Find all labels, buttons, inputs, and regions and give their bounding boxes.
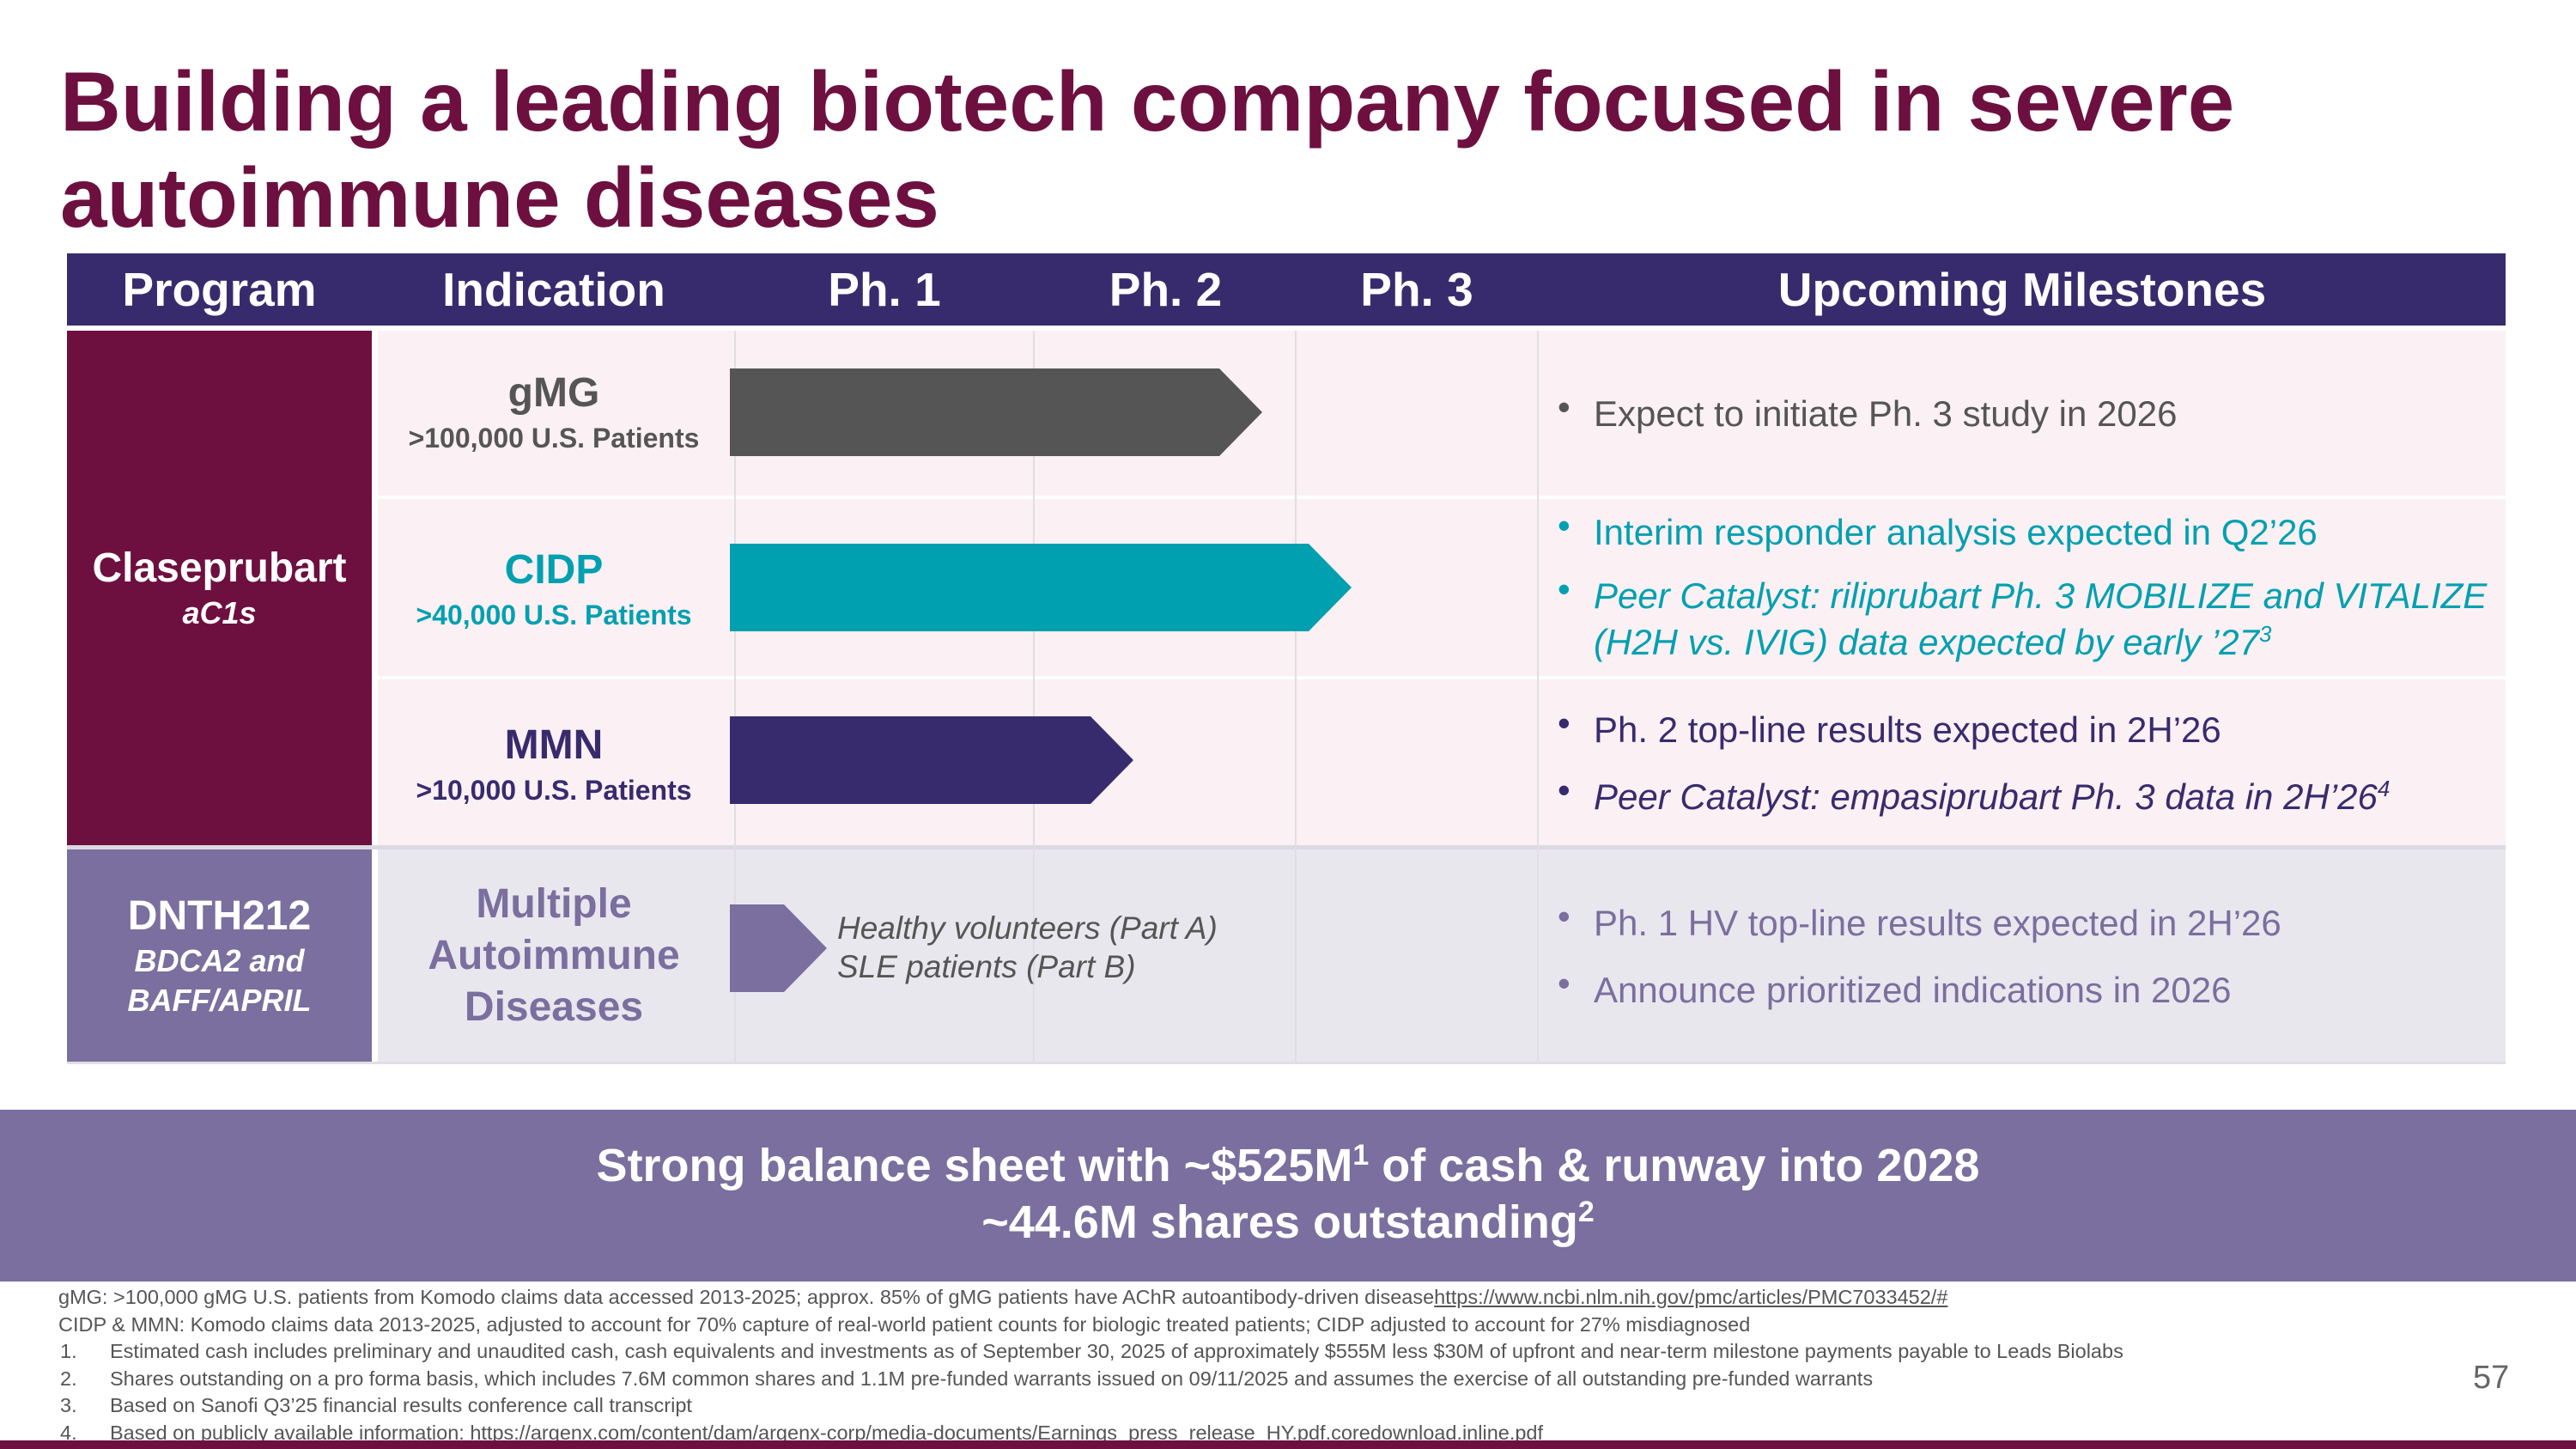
progress-bar-cidp	[730, 544, 1352, 631]
indication-name: Multiple Autoimmune Diseases	[428, 881, 680, 1030]
program-target: BDCA2 and BAFF/APRIL	[127, 942, 312, 1018]
banner-text: of cash & runway into 2028	[1369, 1140, 1980, 1191]
milestone-text: Interim responder analysis expected in Q…	[1594, 512, 2318, 552]
milestone-item: • Peer Catalyst: riliprubart Ph. 3 MOBILI…	[1554, 569, 2507, 666]
footnote-line: 4. Based on publicly available informatio…	[58, 1420, 2463, 1447]
footnote-number: 4.	[60, 1421, 77, 1444]
footnote-line: 2. Shares outstanding on a pro forma basi…	[58, 1366, 2463, 1393]
footnote-text: Based on Sanofi Q3’25 financial results …	[110, 1394, 692, 1416]
milestone-text: Peer Catalyst: riliprubart Ph. 3 MOBILIZ…	[1594, 575, 2488, 662]
indication-patients: >10,000 U.S. Patients	[416, 775, 692, 806]
milestone-item: • Announce prioritized indications in 202…	[1554, 963, 2507, 1014]
footnote-link[interactable]: https://argenx.com/content/dam/argenx-co…	[470, 1421, 1544, 1444]
indication-name: MMN	[504, 722, 604, 768]
footnote-ref: 3	[2259, 621, 2272, 647]
footnote-ref: 2	[1577, 1196, 1595, 1228]
table-bottom-line	[67, 1062, 2506, 1064]
footnote-line: 1. Estimated cash includes preliminary an…	[58, 1338, 2463, 1366]
banner-text: Strong balance sheet with ~$525M	[596, 1140, 1353, 1191]
indication-name: gMG	[507, 370, 600, 416]
bullet-icon: •	[1558, 505, 1571, 545]
footnote-ref: 4	[2377, 776, 2391, 801]
milestone-item: • Ph. 2 top-line results expected in 2H’2…	[1554, 703, 2507, 753]
footnote-text: Based on publicly available information:	[110, 1421, 471, 1444]
row-divider	[67, 845, 2506, 849]
program-claseprubart: Claseprubart aC1s	[67, 331, 372, 845]
progress-bar-mmn	[730, 716, 1133, 804]
indication-patients: >40,000 U.S. Patients	[416, 600, 692, 630]
table-header	[67, 253, 2506, 326]
footnote-line: CIDP & MMN: Komodo claims data 2013-2025…	[58, 1312, 2463, 1339]
footnote-text: gMG: >100,000 gMG U.S. patients from Kom…	[58, 1286, 1435, 1308]
bullet-icon: •	[1558, 569, 1571, 609]
header-indication: Indication	[442, 263, 665, 316]
milestones-gmg: • Expect to initiate Ph. 3 study in 2026	[1554, 387, 2507, 458]
banner-text: ~44.6M shares outstanding	[981, 1196, 1578, 1248]
bottom-accent-bar	[0, 1440, 2576, 1449]
progress-arrow	[730, 544, 1352, 631]
bullet-icon: •	[1558, 896, 1571, 936]
footnote-ref: 1	[1352, 1139, 1370, 1172]
footnote-text: Estimated cash includes preliminary and …	[110, 1340, 2123, 1362]
header-ph3: Ph. 3	[1360, 263, 1473, 316]
footnotes: gMG: >100,000 gMG U.S. patients from Kom…	[58, 1284, 2463, 1446]
milestones-mmn: • Ph. 2 top-line results expected in 2H’2…	[1554, 703, 2507, 841]
indication-multiple: Multiple Autoimmune Diseases	[378, 879, 730, 1033]
page-number: 57	[2473, 1360, 2510, 1396]
indication-patients: >100,000 U.S. Patients	[408, 423, 700, 454]
bar-note: Healthy volunteers (Part A) SLE patients…	[837, 909, 1218, 986]
grid-line	[1295, 331, 1297, 1062]
milestone-text: Announce prioritized indications in 2026	[1594, 970, 2232, 1010]
footnote-line: 3. Based on Sanofi Q3’25 financial result…	[58, 1392, 2463, 1420]
banner-line-2: ~44.6M shares outstanding2	[0, 1194, 2576, 1251]
milestone-text: Peer Catalyst: empasiprubart Ph. 3 data …	[1594, 776, 2378, 817]
grid-line	[1537, 331, 1539, 1062]
footnote-text: Shares outstanding on a pro forma basis,…	[110, 1367, 1874, 1390]
program-name: DNTH212	[127, 892, 312, 939]
bullet-icon: •	[1558, 770, 1571, 810]
footnote-line: gMG: >100,000 gMG U.S. patients from Kom…	[58, 1284, 2463, 1312]
milestone-text: Expect to initiate Ph. 3 study in 2026	[1594, 393, 2178, 434]
program-dnth212: DNTH212 BDCA2 and BAFF/APRIL	[67, 849, 372, 1062]
bullet-icon: •	[1558, 963, 1571, 1003]
grid-line	[1033, 331, 1035, 1062]
milestone-item: • Expect to initiate Ph. 3 study in 2026	[1554, 387, 2507, 437]
progress-arrow	[730, 368, 1262, 456]
program-name: Claseprubart	[92, 545, 347, 591]
program-target: aC1s	[182, 594, 257, 630]
header-program: Program	[122, 263, 317, 316]
progress-arrow	[730, 716, 1133, 804]
milestone-text: Ph. 1 HV top-line results expected in 2H…	[1594, 903, 2281, 943]
grid-line	[734, 331, 736, 1062]
footnote-number: 3.	[60, 1394, 77, 1416]
header-milestones: Upcoming Milestones	[1777, 263, 2267, 316]
milestone-item: • Interim responder analysis expected in …	[1554, 505, 2507, 556]
milestones-dnth212: • Ph. 1 HV top-line results expected in 2…	[1554, 896, 2507, 1034]
milestone-item: • Peer Catalyst: empasiprubart Ph. 3 data…	[1554, 770, 2507, 820]
footnote-number: 1.	[60, 1340, 77, 1362]
indication-gmg: gMG >100,000 U.S. Patients	[378, 368, 730, 457]
header-ph1: Ph. 1	[828, 263, 941, 316]
summary-banner: Strong balance sheet with ~$525M1 of cas…	[0, 1110, 2576, 1282]
banner-line-1: Strong balance sheet with ~$525M1 of cas…	[0, 1137, 2576, 1194]
indication-name: CIDP	[504, 547, 604, 593]
bar-note-part-a: Healthy volunteers (Part A)	[837, 910, 1218, 946]
footnote-text: CIDP & MMN: Komodo claims data 2013-2025…	[58, 1312, 1751, 1336]
slide-title: Building a leading biotech company focus…	[60, 54, 2235, 245]
progress-arrow	[730, 904, 827, 992]
milestone-text: Ph. 2 top-line results expected in 2H’26	[1594, 709, 2221, 750]
footnote-link[interactable]: https://www.ncbi.nlm.nih.gov/pmc/article…	[1434, 1286, 1948, 1308]
header-ph2: Ph. 2	[1109, 263, 1223, 316]
progress-bar-gmg	[730, 368, 1262, 456]
bullet-icon: •	[1558, 387, 1571, 427]
bar-note-part-b: SLE patients (Part B)	[837, 949, 1136, 984]
footnote-number: 2.	[60, 1367, 77, 1390]
progress-bar-dnth212	[730, 904, 827, 992]
milestones-cidp: • Interim responder analysis expected in …	[1554, 505, 2507, 686]
indication-cidp: CIDP >40,000 U.S. Patients	[378, 545, 730, 634]
bullet-icon: •	[1558, 703, 1571, 743]
indication-mmn: MMN >10,000 U.S. Patients	[378, 720, 730, 809]
milestone-item: • Ph. 1 HV top-line results expected in 2…	[1554, 896, 2507, 947]
